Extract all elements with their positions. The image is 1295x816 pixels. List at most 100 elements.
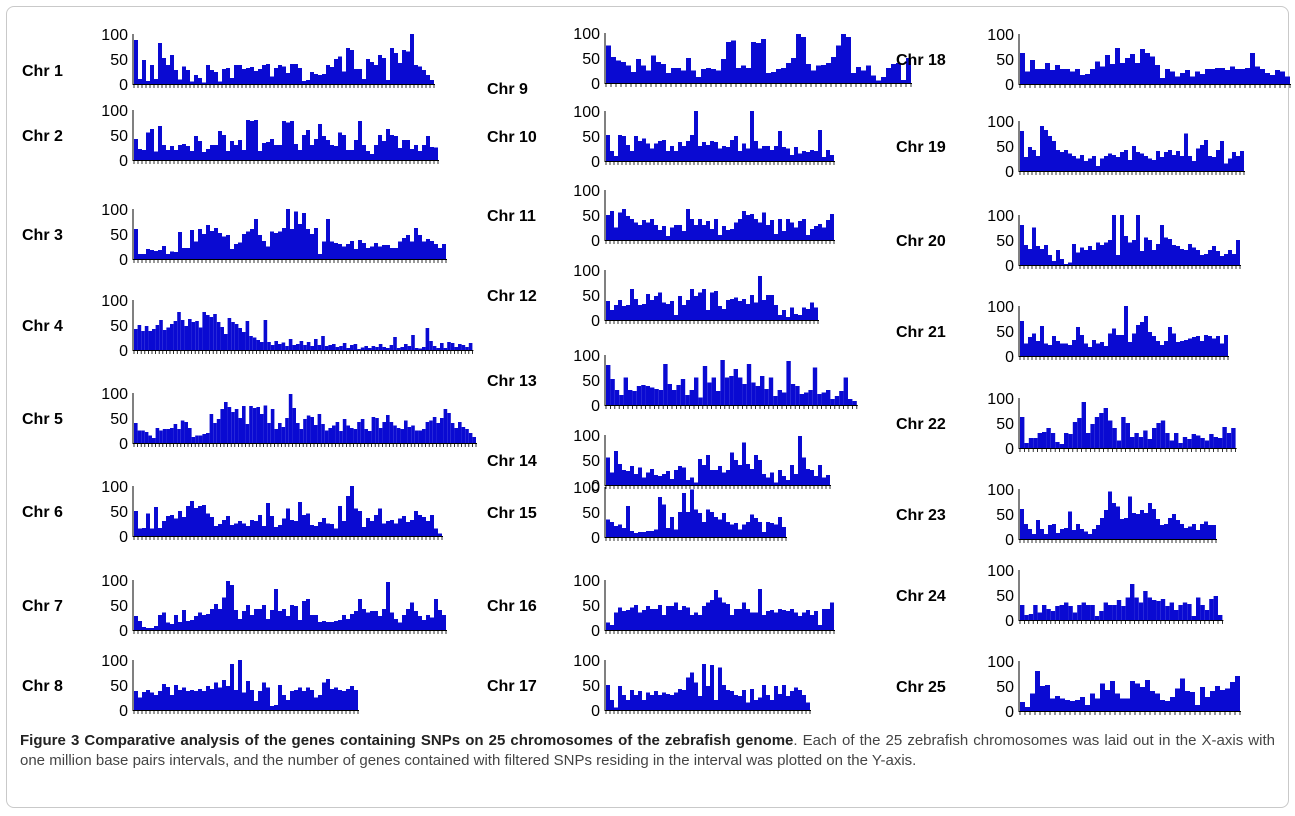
bar [638, 225, 642, 240]
bar [206, 149, 210, 160]
bar [346, 150, 350, 160]
bar [170, 428, 174, 443]
bar [260, 342, 264, 350]
bar [1138, 437, 1144, 448]
bar [182, 687, 186, 710]
bar [440, 343, 444, 350]
bar [654, 389, 659, 405]
bar [198, 78, 202, 84]
bar [278, 145, 282, 160]
y-tick-label: 100 [573, 573, 600, 590]
bar [1112, 215, 1116, 265]
bar [1204, 254, 1208, 265]
bar [606, 685, 610, 710]
bar [786, 696, 790, 710]
bar [1124, 150, 1128, 171]
bar [630, 466, 634, 485]
bar [698, 615, 702, 630]
y-tick-label: 50 [110, 52, 128, 69]
bar [742, 384, 747, 405]
bar [1112, 328, 1116, 356]
bar [1174, 433, 1179, 448]
panel-label: Chr 14 [487, 453, 537, 470]
bar [778, 219, 782, 240]
y-tick-label: 100 [101, 653, 128, 670]
bar [1192, 337, 1196, 356]
bar [294, 606, 298, 630]
bar [188, 428, 192, 443]
bar [718, 667, 722, 710]
bar [786, 480, 790, 485]
bar [258, 691, 262, 710]
bar [634, 222, 638, 240]
bar [306, 130, 310, 160]
panel-label: Chr 19 [896, 139, 946, 156]
bar [1172, 155, 1176, 171]
bar [1032, 227, 1036, 265]
bar [836, 45, 841, 83]
bar [782, 610, 786, 630]
bar [256, 407, 260, 443]
bar [290, 691, 294, 710]
bar [262, 682, 266, 710]
bar [1040, 249, 1044, 265]
bar [678, 466, 682, 485]
bar [198, 689, 202, 710]
bar [676, 385, 681, 405]
bar [434, 599, 438, 630]
bar [1168, 239, 1172, 265]
bar [1068, 606, 1073, 620]
y-tick-label: 0 [1005, 164, 1014, 181]
bar [1144, 316, 1148, 356]
bar [398, 148, 402, 160]
bar [694, 682, 698, 710]
bar [1125, 423, 1130, 448]
bar [224, 334, 228, 350]
bar [1020, 605, 1025, 620]
bar [378, 55, 382, 84]
bar [406, 522, 410, 536]
bar [1176, 520, 1180, 539]
bar [1200, 687, 1205, 711]
bar [425, 328, 430, 350]
bar [222, 680, 226, 710]
bar [622, 611, 626, 630]
bar [410, 602, 414, 630]
bar [758, 460, 762, 485]
bar [286, 616, 290, 630]
bar [422, 145, 426, 160]
bar [626, 145, 630, 161]
bar [790, 384, 796, 405]
y-tick-label: 50 [110, 227, 128, 244]
bar [746, 464, 750, 485]
bar [1250, 53, 1255, 84]
bar [234, 145, 238, 160]
bar [814, 307, 818, 320]
bar [706, 455, 710, 485]
bar [434, 244, 438, 259]
panel-label: Chr 22 [896, 416, 946, 433]
bar [618, 524, 622, 537]
bar [386, 521, 390, 536]
bar [226, 68, 230, 84]
bar [190, 501, 194, 536]
bar [1155, 65, 1160, 84]
bar [606, 457, 610, 485]
bar [191, 437, 196, 443]
bar [1032, 333, 1036, 356]
bar [794, 147, 798, 161]
bar [1025, 71, 1030, 84]
bar [394, 53, 398, 84]
y-tick-label: 100 [101, 202, 128, 219]
bar [358, 240, 362, 259]
bar [1130, 54, 1135, 84]
bar [346, 496, 350, 536]
bar [876, 80, 881, 83]
bar [658, 292, 662, 320]
bar [810, 150, 814, 161]
bar [1125, 698, 1130, 711]
bar [402, 238, 406, 259]
bar [782, 527, 786, 537]
bar [798, 436, 802, 485]
bar [198, 506, 202, 536]
